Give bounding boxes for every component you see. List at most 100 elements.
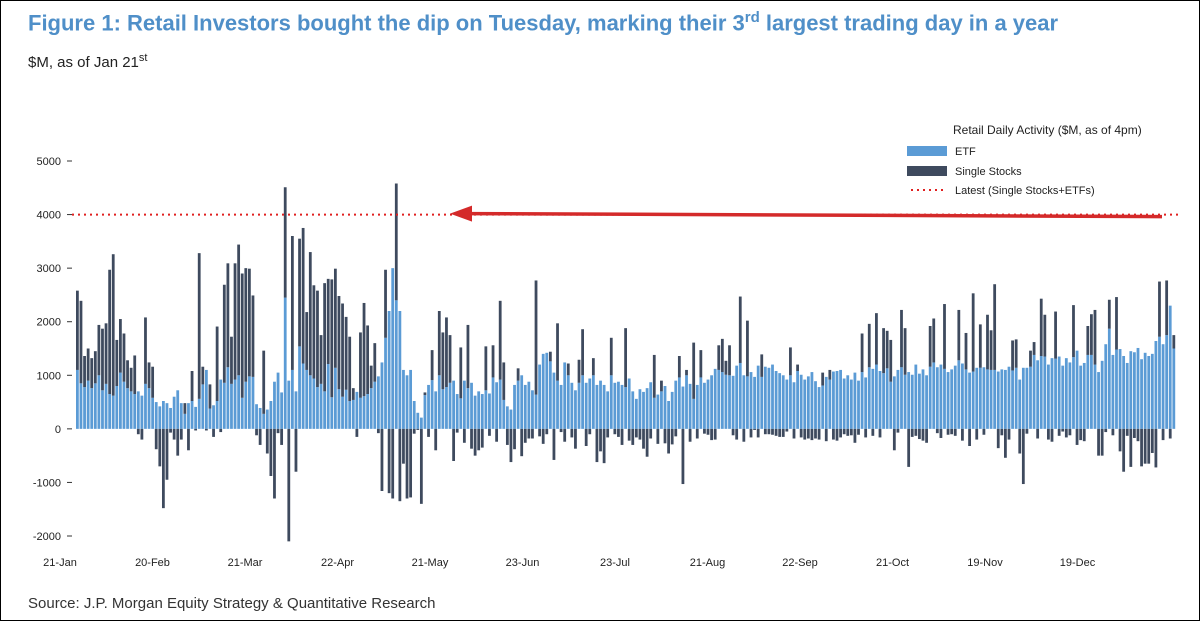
etf-bar (161, 401, 165, 429)
etf-bar (771, 364, 774, 429)
single-stocks-bar (993, 284, 997, 370)
single-stocks-bar (842, 428, 846, 435)
etf-bar (806, 376, 810, 429)
single-stocks-bar (276, 428, 280, 434)
etf-bar (1018, 379, 1022, 429)
single-stocks-bar (326, 278, 330, 365)
single-stocks-bar (631, 428, 635, 445)
etf-bar (989, 369, 993, 429)
single-stocks-bar (513, 428, 516, 450)
x-tick-label: 19-Nov (967, 557, 1003, 569)
etf-bar (122, 381, 126, 429)
single-stocks-bar (1011, 340, 1014, 371)
etf-bar (323, 391, 327, 429)
figure-subtitle-main: $M, as of Jan 21 (28, 54, 139, 71)
etf-bar (262, 413, 266, 429)
etf-bar (624, 387, 627, 429)
single-stocks-bar (90, 358, 94, 389)
etf-bar (892, 376, 896, 429)
single-stocks-bar (996, 428, 1000, 449)
single-stocks-bar (864, 428, 868, 438)
single-stocks-bar (187, 428, 190, 451)
single-stocks-bar (255, 428, 258, 436)
etf-bar (570, 382, 574, 429)
single-stocks-bar (402, 428, 405, 464)
etf-bar (1129, 351, 1133, 429)
etf-bar (1161, 344, 1165, 429)
etf-bar (190, 401, 194, 429)
single-stocks-bar (330, 279, 334, 398)
single-stocks-bar (1140, 428, 1143, 467)
single-stocks-bar (316, 290, 319, 388)
etf-bar (731, 375, 735, 429)
etf-bar (756, 365, 760, 429)
single-stocks-bar (875, 313, 878, 365)
single-stocks-bar (1104, 428, 1108, 433)
etf-bar (93, 383, 97, 429)
single-stocks-bar (1072, 305, 1075, 358)
single-stocks-bar (821, 372, 825, 386)
etf-bar (710, 375, 713, 429)
etf-bar (427, 384, 430, 429)
single-stocks-bar (1047, 428, 1050, 440)
etf-bar (964, 369, 968, 429)
y-tick-label: -2000 (33, 531, 61, 543)
legend-label-single-stocks: Single Stocks (955, 166, 1022, 178)
single-stocks-bar (376, 428, 380, 434)
etf-bar (491, 377, 495, 429)
single-stocks-bar (785, 428, 789, 432)
single-stocks-bar (161, 428, 165, 509)
etf-bar (455, 394, 459, 429)
etf-bar (609, 375, 613, 429)
etf-bar (283, 297, 287, 429)
single-stocks-bar (398, 428, 402, 502)
etf-bar (918, 373, 921, 429)
etf-bar (670, 391, 674, 429)
etf-bar (133, 394, 137, 429)
single-stocks-bar (455, 428, 459, 433)
single-stocks-bar (634, 428, 638, 438)
etf-bar (319, 383, 323, 429)
single-stocks-bar (627, 428, 631, 441)
etf-bar (975, 367, 979, 429)
etf-bar (333, 367, 337, 429)
etf-bar (910, 374, 914, 429)
etf-bar (649, 382, 653, 429)
etf-bar (692, 398, 696, 429)
etf-bar (842, 378, 846, 429)
single-stocks-bar (710, 428, 713, 441)
single-stocks-bar (746, 320, 749, 377)
x-axis: 21-Jan 20-Feb 21-Mar 22-Apr 21-May 23-Jun 23-J… (43, 557, 1096, 569)
etf-bar (541, 353, 545, 429)
single-stocks-bar (1082, 428, 1086, 442)
etf-bar (789, 375, 792, 429)
single-stocks-bar (1111, 428, 1115, 436)
etf-bar (781, 375, 785, 429)
single-stocks-bar (892, 428, 896, 451)
single-stocks-bar (1018, 428, 1022, 454)
single-stocks-bar (176, 428, 180, 456)
single-stocks-bar (473, 428, 477, 456)
etf-bar (298, 346, 301, 429)
etf-bar (369, 388, 373, 429)
single-stocks-bar (1115, 297, 1118, 350)
etf-bar (495, 382, 499, 429)
etf-bar (384, 337, 387, 429)
etf-bar (1039, 356, 1043, 429)
single-stocks-bar (233, 263, 237, 380)
single-stocks-bar (1039, 298, 1043, 356)
etf-bar (276, 372, 280, 429)
single-stocks-bar (552, 428, 556, 460)
bars-group (76, 183, 1176, 542)
single-stocks-bar (122, 333, 126, 382)
etf-bar (255, 404, 258, 429)
etf-bar (273, 381, 276, 429)
etf-bar (1061, 365, 1065, 429)
etf-bar (115, 386, 119, 429)
legend: Retail Daily Activity ($M, as of 4pm) ETF… (907, 123, 1142, 197)
single-stocks-bar (703, 428, 706, 434)
single-stocks-bar (713, 428, 717, 440)
single-stocks-bar (971, 293, 975, 372)
single-stocks-bar (649, 428, 653, 439)
legend-title: Retail Daily Activity ($M, as of 4pm) (953, 123, 1142, 137)
